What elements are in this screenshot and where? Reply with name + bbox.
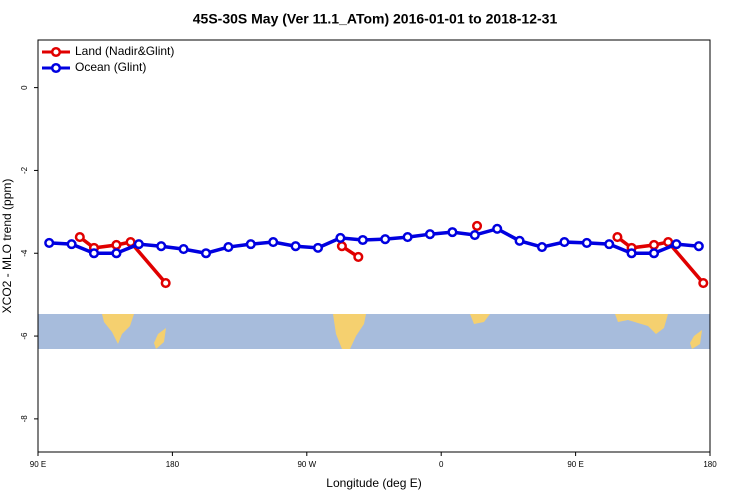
data-point [111, 239, 122, 251]
map-strip [38, 314, 710, 349]
x-tick-label: 180 [703, 460, 717, 469]
y-tick-label: -4 [20, 249, 29, 257]
legend-marker [50, 46, 62, 58]
data-point [335, 232, 346, 243]
legend-label: Ocean (Glint) [75, 60, 146, 74]
data-point [74, 232, 85, 243]
data-point [471, 220, 483, 231]
y-tick-label: -2 [20, 166, 29, 174]
x-tick-label: 0 [439, 460, 444, 469]
data-point [312, 242, 324, 253]
data-point [290, 241, 301, 252]
y-tick-label: -6 [20, 332, 29, 340]
data-point [245, 239, 256, 250]
data-point [88, 248, 100, 259]
data-point [133, 239, 144, 250]
data-point [357, 234, 368, 246]
data-point [402, 232, 413, 243]
land-patch [154, 328, 166, 349]
data-point [447, 227, 458, 238]
data-point [693, 241, 704, 252]
data-point [336, 241, 347, 252]
y-tick-label: -8 [20, 415, 29, 423]
x-axis-label: Longitude (deg E) [326, 476, 421, 490]
data-point [178, 244, 189, 255]
land-patch [690, 330, 702, 349]
data-point [380, 234, 391, 245]
series-line [49, 226, 699, 256]
legend-label: Land (Nadir&Glint) [75, 44, 174, 58]
data-point [66, 239, 77, 250]
data-point [353, 251, 364, 263]
data-point [648, 248, 660, 259]
legend-marker [50, 62, 62, 74]
data-point [223, 241, 234, 253]
data-point [160, 278, 171, 289]
x-tick-label: 90 E [30, 460, 46, 469]
data-point [559, 237, 570, 248]
data-point [268, 237, 279, 248]
data-point [604, 239, 615, 250]
data-point [536, 241, 548, 253]
data-point [111, 248, 122, 259]
data-point [44, 237, 55, 248]
data-point [492, 223, 503, 234]
y-tick-label: 0 [20, 85, 29, 90]
y-axis-label: XCO2 - MLO trend (ppm) [0, 179, 14, 314]
data-point [626, 248, 637, 259]
chart-title: 45S-30S May (Ver 11.1_ATom) 2016-01-01 t… [193, 11, 558, 27]
data-point [612, 232, 623, 243]
plot-frame [37, 39, 711, 453]
data-point [156, 241, 167, 252]
data-point [424, 229, 436, 240]
x-tick-label: 90 E [567, 460, 583, 469]
ocean-band [38, 314, 710, 349]
land-patch [470, 314, 490, 324]
x-tick-label: 180 [166, 460, 180, 469]
data-point [469, 229, 480, 241]
data-point [514, 235, 525, 246]
data-point [671, 239, 682, 250]
land-patch [615, 314, 668, 334]
land-patch [102, 314, 134, 344]
x-tick-label: 90 W [297, 460, 316, 469]
land-patch [333, 314, 366, 349]
data-point [200, 248, 212, 259]
data-point [581, 237, 592, 248]
data-point [648, 239, 660, 251]
data-point [698, 278, 709, 289]
